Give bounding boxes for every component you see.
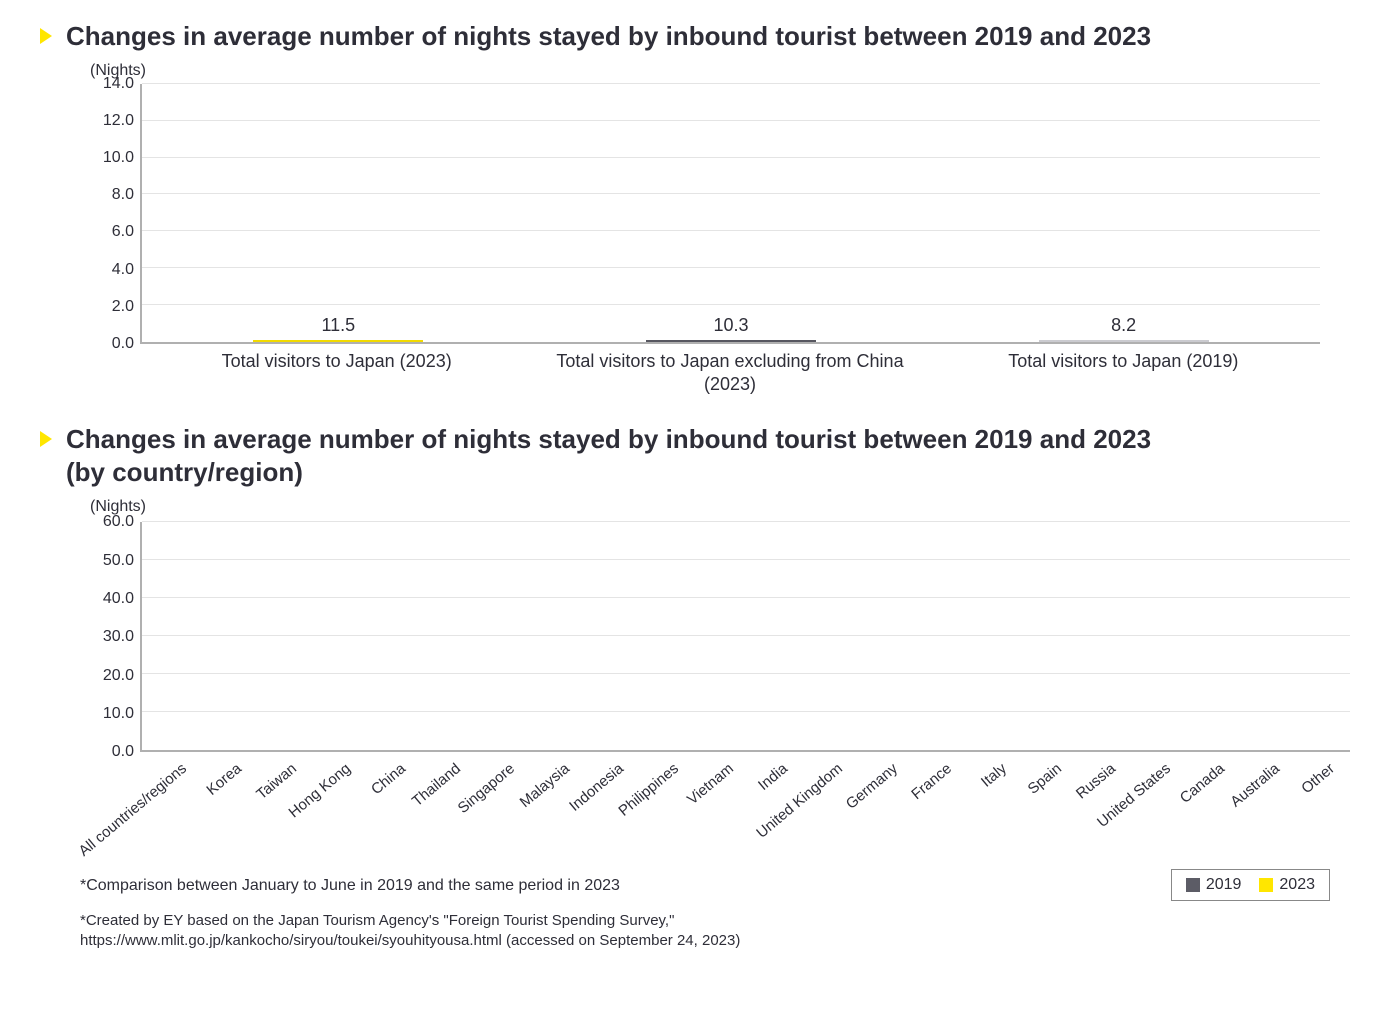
chart2-ytick: 20.0 — [103, 667, 134, 685]
chart2-x-label: Italy — [978, 760, 1010, 791]
chart2-x-label: Canada — [1177, 760, 1228, 807]
chart1-ytick: 0.0 — [112, 335, 134, 353]
chart2-gridline — [142, 673, 1350, 674]
chart2-x-label: Russia — [1073, 760, 1119, 803]
chart2-y-axis: 0.010.020.030.040.050.060.0 — [90, 522, 140, 752]
chart2-x-label: Philippines — [615, 760, 682, 820]
chart2-x-label: All countries/regions — [76, 760, 190, 860]
legend-swatch-2019 — [1186, 878, 1200, 892]
legend-label-2019: 2019 — [1206, 876, 1242, 894]
chart2-x-label: Korea — [203, 760, 245, 799]
chart2-x-label: Malaysia — [516, 760, 572, 811]
chart2-ytick: 30.0 — [103, 628, 134, 646]
chart1-x-label: Total visitors to Japan (2023) — [142, 350, 531, 397]
chart1-plot-area: 11.5 10.3 8.2 — [140, 84, 1320, 344]
chart1-bar-group: 8.2 — [929, 315, 1318, 342]
chart1-plot: 0.02.04.06.08.010.012.014.0 11.510.38.2 — [90, 84, 1320, 344]
chart2-plot-area — [140, 522, 1350, 752]
section-2-title-line2: (by country/region) — [66, 456, 1151, 490]
chart1-gridline — [142, 267, 1320, 268]
chart2-plot: 0.010.020.030.040.050.060.0 — [90, 522, 1350, 752]
chart2-x-label: India — [755, 760, 791, 794]
footnote-2: *Created by EY based on the Japan Touris… — [80, 911, 1370, 952]
chart1-gridline — [142, 193, 1320, 194]
chart2-x-label: Taiwan — [253, 760, 300, 803]
chart1-bar — [253, 340, 423, 342]
chart1-bar-value-label: 11.5 — [321, 315, 355, 336]
chart1-gridline — [142, 157, 1320, 158]
chart1-ytick: 10.0 — [103, 149, 134, 167]
chart2-x-label: Vietnam — [684, 760, 737, 808]
chart1-bar — [646, 340, 816, 342]
chart1-gridline — [142, 83, 1320, 84]
chart1: 0.02.04.06.08.010.012.014.0 11.510.38.2 … — [90, 84, 1320, 397]
chart2-x-label: China — [368, 760, 409, 798]
chart2-y-unit: (Nights) — [90, 498, 1370, 516]
chart1-ytick: 8.0 — [112, 186, 134, 204]
chart2-x-label: Germany — [842, 760, 900, 813]
chart2-x-label: Australia — [1227, 760, 1283, 811]
legend-item-2019: 2019 — [1186, 876, 1242, 894]
legend-item-2023: 2023 — [1259, 876, 1315, 894]
chart2-x-label: Spain — [1024, 760, 1064, 798]
section-1-title-text: Changes in average number of nights stay… — [66, 20, 1151, 54]
section-2-title-line1: Changes in average number of nights stay… — [66, 423, 1151, 457]
triangle-bullet-icon — [40, 431, 52, 447]
chart1-x-labels: Total visitors to Japan (2023)Total visi… — [140, 350, 1320, 397]
chart2-x-label: France — [908, 760, 955, 803]
chart1-y-unit: (Nights) — [90, 62, 1370, 80]
section-1-title: Changes in average number of nights stay… — [40, 20, 1370, 54]
chart2-gridline — [142, 711, 1350, 712]
footer-area: *Comparison between January to June in 2… — [40, 875, 1370, 951]
chart1-bar-value-label: 10.3 — [713, 315, 748, 336]
chart1-gridline — [142, 304, 1320, 305]
chart1-bar — [1039, 340, 1209, 342]
chart1-y-axis: 0.02.04.06.08.010.012.014.0 — [90, 84, 140, 344]
chart1-gridline — [142, 120, 1320, 121]
chart2-bars — [142, 522, 1350, 750]
chart1-x-label: Total visitors to Japan excluding from C… — [535, 350, 924, 397]
chart2-ytick: 40.0 — [103, 590, 134, 608]
chart1-gridline — [142, 230, 1320, 231]
chart1-ytick: 4.0 — [112, 261, 134, 279]
chart1-ytick: 2.0 — [112, 298, 134, 316]
chart2-x-label: Singapore — [455, 760, 518, 817]
section-2-title-block: Changes in average number of nights stay… — [66, 423, 1151, 491]
chart1-bar-group: 11.5 — [144, 315, 533, 342]
chart2-x-label: Other — [1298, 760, 1338, 797]
footnote-2-line2: https://www.mlit.go.jp/kankocho/siryou/t… — [80, 932, 740, 949]
chart1-ytick: 14.0 — [103, 75, 134, 93]
chart2: 0.010.020.030.040.050.060.0 All countrie… — [90, 522, 1350, 867]
chart1-ytick: 6.0 — [112, 223, 134, 241]
chart2-x-labels: All countries/regionsKoreaTaiwanHong Kon… — [140, 752, 1350, 867]
page: Changes in average number of nights stay… — [0, 0, 1400, 981]
legend-label-2023: 2023 — [1279, 876, 1315, 894]
chart1-bar-value-label: 8.2 — [1111, 315, 1136, 336]
triangle-bullet-icon — [40, 28, 52, 44]
chart2-ytick: 50.0 — [103, 552, 134, 570]
chart2-ytick: 0.0 — [112, 743, 134, 761]
chart2-ytick: 60.0 — [103, 513, 134, 531]
section-2-title: Changes in average number of nights stay… — [40, 423, 1370, 491]
chart2-gridline — [142, 559, 1350, 560]
chart2-legend: 2019 2023 — [1171, 869, 1330, 901]
legend-swatch-2023 — [1259, 878, 1273, 892]
chart2-gridline — [142, 521, 1350, 522]
chart1-ytick: 12.0 — [103, 112, 134, 130]
chart1-x-label: Total visitors to Japan (2019) — [929, 350, 1318, 397]
footnote-2-line1: *Created by EY based on the Japan Touris… — [80, 912, 674, 929]
chart1-bar-group: 10.3 — [537, 315, 926, 342]
chart2-ytick: 10.0 — [103, 705, 134, 723]
chart2-gridline — [142, 597, 1350, 598]
chart2-gridline — [142, 635, 1350, 636]
